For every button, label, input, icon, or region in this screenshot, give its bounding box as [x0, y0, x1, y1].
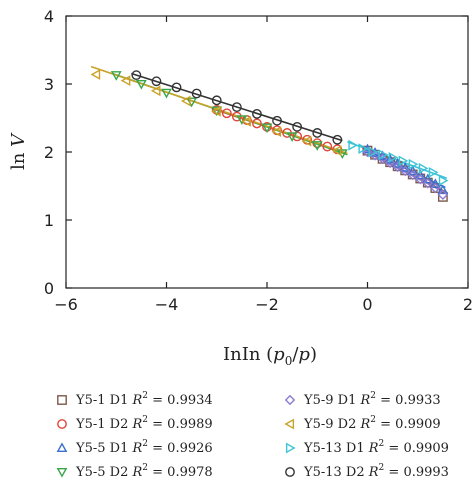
- data-point: [292, 131, 303, 142]
- data-point: [161, 88, 172, 99]
- data-point: [384, 153, 396, 164]
- data-point: [331, 145, 342, 157]
- data-point: [407, 165, 419, 176]
- legend-entry: Y5-13 D1 R2 = 0.9909: [303, 439, 449, 456]
- data-point: [150, 85, 161, 97]
- data-point: [422, 178, 433, 189]
- fit-line: [131, 72, 343, 142]
- legend-entry: Y5-5 D2 R2 = 0.9978: [75, 463, 213, 480]
- plot-area: [65, 15, 469, 289]
- data-point: [312, 128, 323, 138]
- x-tick-label: −6: [54, 295, 78, 314]
- data-point: [211, 105, 221, 117]
- data-point: [211, 95, 222, 106]
- data-point: [398, 155, 409, 167]
- data-point: [261, 123, 273, 134]
- data-point: [180, 95, 191, 107]
- data-point: [428, 167, 439, 178]
- axes: −6 −4 −2 0 2 0 1 2 3 4: [44, 7, 473, 314]
- data-point: [429, 178, 441, 189]
- data-point: [252, 109, 262, 119]
- legend-entry: Y5-1 D1 R2 = 0.9934: [75, 391, 213, 408]
- x-tick-label: 0: [362, 295, 372, 314]
- data-point: [437, 184, 449, 195]
- legend-entry: Y5-9 D1 R2 = 0.9933: [303, 391, 441, 408]
- x-tick-label: 2: [463, 295, 473, 314]
- data-point: [438, 175, 449, 186]
- data-point: [422, 173, 434, 184]
- data-point: [110, 71, 122, 81]
- data-point: [414, 169, 426, 180]
- data-point: [221, 108, 232, 119]
- data-point: [407, 169, 418, 181]
- data-point: [399, 161, 411, 172]
- data-point: [292, 121, 303, 132]
- data-point: [120, 75, 131, 86]
- legend-entry: Y5-13 D2 R2 = 0.9993: [303, 463, 449, 480]
- plot-frame: [65, 15, 469, 289]
- data-point: [348, 139, 359, 151]
- x-axis-label: InIn (p0/p): [223, 344, 317, 368]
- legend-entry: Y5-9 D2 R2 = 0.9909: [303, 415, 441, 432]
- legend-marker: [284, 394, 296, 406]
- data-point: [90, 69, 101, 80]
- data-point: [211, 106, 223, 117]
- legend: Y5-1 D1 R2 = 0.9934 Y5-1 D2 R2 = 0.9989 Y5…: [56, 391, 449, 480]
- data-point: [437, 189, 449, 201]
- y-axis-label: ln V: [8, 132, 29, 170]
- data-point: [311, 141, 323, 151]
- legend-marker: [57, 395, 67, 405]
- data-point: [418, 162, 429, 174]
- x-tick-label: −4: [155, 295, 179, 314]
- data-point: [437, 191, 448, 202]
- data-point: [131, 70, 142, 81]
- y-tick-label: 2: [44, 143, 54, 162]
- data-point: [252, 118, 262, 129]
- x-tick-label: −2: [255, 295, 279, 314]
- data-point: [388, 152, 399, 163]
- data-point: [231, 102, 242, 113]
- data-points: [90, 69, 449, 202]
- data-point: [332, 134, 343, 145]
- y-tick-label: 3: [44, 75, 54, 94]
- legend-entry: Y5-5 D1 R2 = 0.9926: [75, 439, 213, 456]
- legend-marker: [56, 467, 68, 478]
- data-point: [362, 146, 373, 158]
- legend-marker: [284, 418, 295, 430]
- data-point: [236, 115, 248, 126]
- data-point: [408, 158, 419, 170]
- data-point: [399, 165, 411, 177]
- data-point: [191, 88, 202, 99]
- data-point: [384, 157, 396, 169]
- data-point: [415, 174, 426, 185]
- legend-marker: [285, 442, 296, 454]
- data-point: [392, 161, 403, 173]
- data-point: [171, 82, 182, 93]
- y-tick-label: 0: [44, 279, 54, 298]
- legend-entry: Y5-1 D2 R2 = 0.9989: [75, 415, 213, 432]
- data-point: [378, 149, 389, 161]
- legend-marker: [57, 419, 67, 429]
- legend-marker: [56, 442, 68, 453]
- data-point: [368, 146, 379, 158]
- data-point: [241, 116, 251, 127]
- y-tick-label: 1: [44, 211, 54, 230]
- data-point: [151, 76, 162, 87]
- data-point: [271, 126, 282, 137]
- data-point: [430, 182, 441, 194]
- data-point: [322, 141, 333, 152]
- data-point: [286, 132, 298, 143]
- data-point: [358, 143, 369, 154]
- data-point: [135, 79, 147, 90]
- legend-marker: [285, 467, 295, 477]
- y-tick-label: 4: [44, 7, 54, 26]
- data-point: [301, 135, 312, 147]
- data-point: [272, 115, 282, 126]
